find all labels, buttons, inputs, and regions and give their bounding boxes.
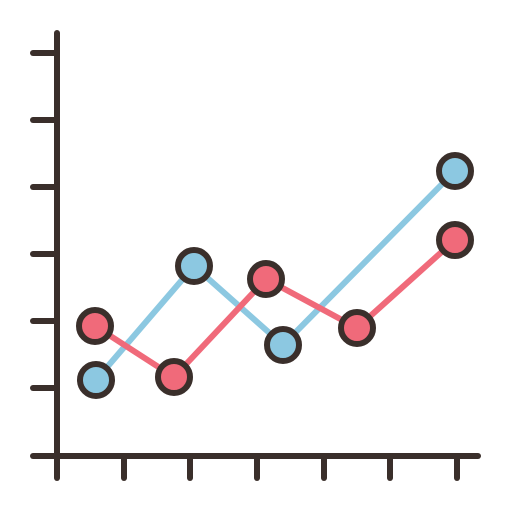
series-1-point xyxy=(77,361,115,399)
series-2-point xyxy=(247,260,285,298)
series-2-point xyxy=(436,221,474,259)
series-points xyxy=(76,152,474,399)
series-2-point xyxy=(338,309,376,347)
series-2-point xyxy=(76,307,114,345)
axes xyxy=(30,30,481,481)
series-1-point xyxy=(264,326,302,364)
series-1-point xyxy=(175,247,213,285)
series-1-point xyxy=(436,152,474,190)
series-2-point xyxy=(155,358,193,396)
